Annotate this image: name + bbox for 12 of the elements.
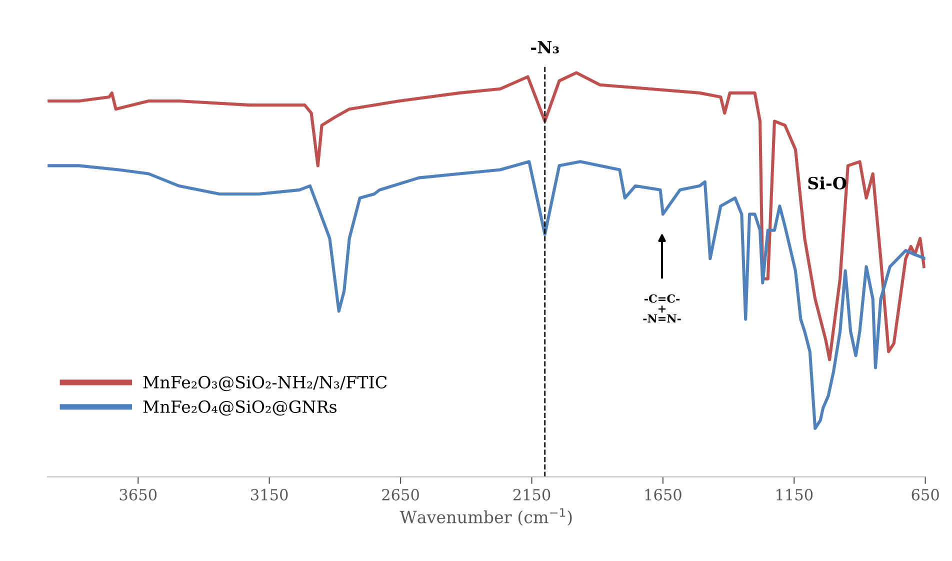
- x-tick-label: 2650: [382, 488, 419, 500]
- ref-line-label: -N₃: [531, 41, 559, 54]
- x-tick-label: 1150: [776, 488, 813, 500]
- annotation: -C=C- + -N=N-: [643, 294, 681, 322]
- x-tick-label: 3150: [251, 488, 288, 500]
- x-tick-label: 3650: [120, 488, 157, 500]
- x-tick-label: 2150: [513, 488, 550, 500]
- legend-label: MnFe₂O₃@SiO₂-NH₂/N₃/FTIC: [143, 376, 387, 392]
- legend-label: MnFe₂O₄@SiO₂@GNRs: [143, 400, 337, 416]
- x-tick-label: 650: [912, 488, 939, 500]
- x-tick-label: 1650: [645, 488, 682, 500]
- x-axis-title: Wavenumber (cm$^{−1}$): [400, 508, 572, 526]
